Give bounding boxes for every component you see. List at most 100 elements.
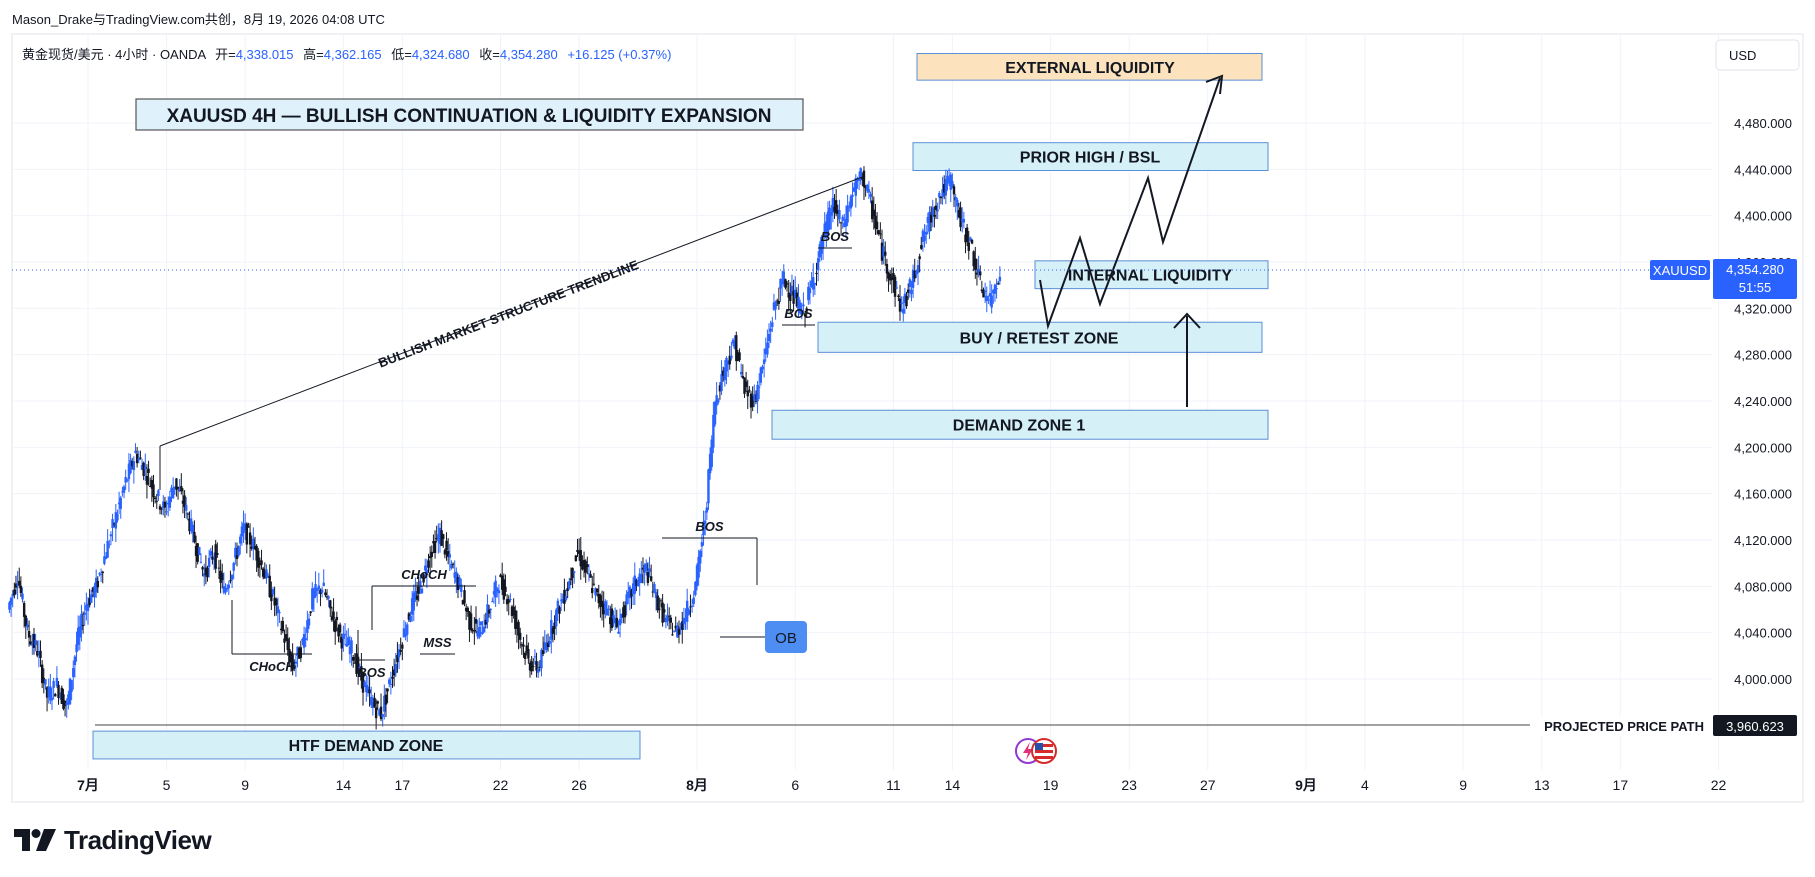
candle-body — [62, 694, 65, 709]
projected-tag-label: PROJECTED PRICE PATH — [1544, 719, 1704, 734]
candles[interactable] — [8, 166, 1002, 730]
candle-body — [473, 629, 476, 632]
candle-body — [446, 551, 450, 557]
candle-body — [877, 230, 880, 235]
candle-body — [171, 487, 175, 499]
y-axis[interactable]: 4,000.000 4,040.000 4,080.000 4,120.000 4,16… — [1734, 116, 1792, 687]
candle-body — [353, 662, 357, 664]
candle-body — [276, 606, 280, 614]
legend-open-label: 开= — [215, 47, 236, 62]
candle-body — [897, 295, 900, 297]
candle-body — [893, 276, 897, 297]
candle-body — [337, 627, 340, 637]
x-tick-label: 27 — [1200, 777, 1216, 793]
candle-body — [283, 638, 286, 643]
candle-body — [433, 541, 437, 553]
candle-body — [261, 568, 265, 577]
bos-4-label: BOS — [821, 229, 850, 244]
candle-body — [237, 546, 240, 556]
y-tick-label: 4,080.000 — [1734, 579, 1792, 594]
candle-body — [535, 661, 538, 671]
candle-body — [225, 587, 229, 590]
candle-body — [952, 186, 956, 195]
candle-body — [139, 457, 142, 459]
candle-body — [371, 702, 375, 708]
candle-body — [854, 178, 857, 196]
candle-body — [399, 650, 402, 652]
candle-body — [618, 618, 622, 626]
candle-body — [677, 628, 681, 635]
mss-label: MSS — [423, 635, 452, 650]
candle-body — [204, 567, 208, 575]
candle-body — [692, 597, 695, 604]
y-tick-label: 4,400.000 — [1734, 209, 1792, 224]
ohlc-legend: 黄金现货/美元 · 4小时 · OANDA 开=4,338.015 高=4,36… — [22, 47, 671, 62]
candle-body — [633, 575, 636, 594]
candle-body — [916, 265, 920, 273]
candle-body — [802, 304, 805, 307]
candle-body — [227, 584, 230, 589]
candle-body — [690, 605, 694, 607]
candle-body — [707, 469, 710, 504]
candle-body — [573, 571, 576, 573]
x-tick-label: 17 — [1613, 777, 1629, 793]
tradingview-logo[interactable]: TradingView — [14, 825, 212, 855]
candle-body — [232, 562, 235, 571]
candle-body — [160, 508, 163, 510]
candle-body — [964, 234, 967, 243]
candle-body — [391, 676, 394, 679]
candle-body — [54, 694, 57, 697]
candle-body — [455, 571, 458, 583]
candle-body — [951, 181, 954, 188]
candle-body — [347, 637, 350, 645]
candle-body — [450, 563, 453, 569]
candle-body — [638, 573, 641, 583]
candle-body — [224, 588, 227, 593]
candle-body — [278, 612, 281, 614]
candle-body — [759, 367, 763, 383]
x-tick-label: 13 — [1534, 777, 1550, 793]
price-tag-symbol: XAUUSD — [1653, 263, 1707, 278]
candle-body — [361, 673, 365, 693]
x-axis[interactable]: 7月 5 9 14 17 22 26 8月 6 11 14 19 23 27 9月 4 9 13 17 22 — [77, 777, 1726, 793]
y-tick-label: 4,480.000 — [1734, 116, 1792, 131]
candle-body — [478, 627, 481, 638]
candle-body — [794, 289, 797, 298]
candle-body — [329, 600, 332, 609]
choch-1-label: CHoCH — [249, 659, 295, 674]
candle-body — [162, 501, 165, 509]
candle-body — [373, 697, 376, 707]
price-tag[interactable]: XAUUSD 4,354.280 51:55 — [1650, 259, 1797, 299]
candle-body — [695, 565, 699, 587]
candle-body — [327, 596, 330, 599]
candle-body — [517, 621, 520, 636]
candle-body — [50, 697, 54, 701]
candle-body — [466, 607, 470, 612]
trendline-label: BULLISH MARKET STRUCTURE TRENDLINE — [376, 257, 641, 371]
projected-tag[interactable]: PROJECTED PRICE PATH 3,960.623 — [1530, 715, 1797, 736]
currency-button[interactable]: USD — [1715, 39, 1800, 71]
candle-body — [289, 652, 293, 661]
candle-body — [37, 652, 41, 654]
candle-body — [8, 602, 11, 610]
candle-body — [338, 624, 342, 633]
candle-body — [181, 500, 185, 504]
candle-body — [170, 487, 173, 493]
candle-body — [646, 571, 650, 583]
candle-body — [335, 616, 339, 621]
candle-body — [872, 209, 876, 217]
candle-body — [936, 209, 939, 212]
candle-body — [731, 339, 735, 344]
candle-body — [29, 641, 32, 645]
projected-tag-price: 3,960.623 — [1726, 719, 1784, 734]
candle-body — [173, 486, 176, 489]
htf-demand-zone — [92, 730, 641, 760]
candle-body — [538, 666, 542, 668]
candle-body — [979, 271, 982, 276]
candle-body — [500, 575, 504, 590]
candle-body — [743, 377, 746, 394]
us-flag-icon[interactable] — [1031, 738, 1057, 764]
candle-body — [201, 567, 204, 570]
candle-body — [890, 276, 894, 281]
